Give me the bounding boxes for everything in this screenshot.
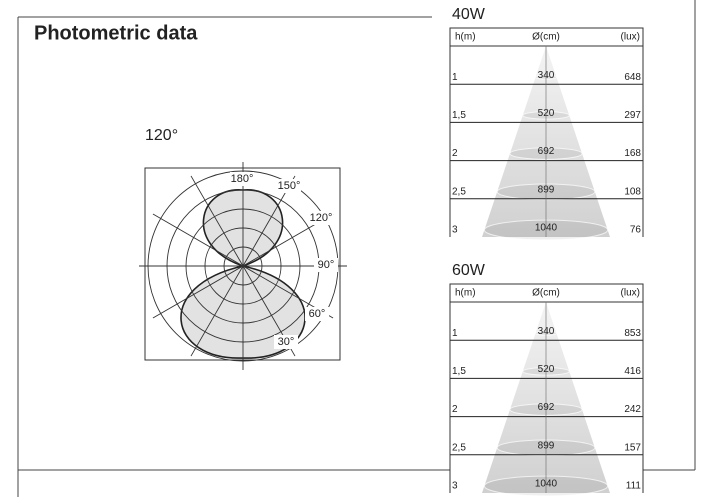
angle-label: 60° bbox=[309, 308, 326, 320]
title: Photometric data bbox=[34, 22, 198, 44]
angle-label: 120° bbox=[310, 212, 333, 224]
angle-label: 180° bbox=[231, 173, 254, 185]
lux: 853 bbox=[624, 328, 641, 339]
table-title: 60W bbox=[452, 262, 486, 279]
lux: 648 bbox=[624, 72, 641, 83]
height: 3 bbox=[452, 481, 458, 492]
lux: 242 bbox=[624, 404, 641, 415]
lux: 297 bbox=[624, 110, 641, 121]
height: 2,5 bbox=[452, 186, 466, 197]
height: 2,5 bbox=[452, 442, 466, 453]
lux: 168 bbox=[624, 148, 641, 159]
height: 2 bbox=[452, 148, 458, 159]
height: 1,5 bbox=[452, 110, 466, 121]
angle-label: 90° bbox=[318, 259, 335, 271]
table-title: 40W bbox=[452, 6, 486, 23]
height: 3 bbox=[452, 225, 458, 236]
height: 1 bbox=[452, 328, 458, 339]
height: 1,5 bbox=[452, 366, 466, 377]
angle-label: 150° bbox=[278, 180, 301, 192]
height: 2 bbox=[452, 404, 458, 415]
polar-diagram: 180° 150° 120° 90° 60° 30° bbox=[139, 162, 347, 370]
lux: 108 bbox=[624, 186, 641, 197]
column-header: (lux) bbox=[621, 32, 640, 43]
column-header: Ø(cm) bbox=[532, 32, 560, 43]
beam-angle: 120° bbox=[145, 127, 178, 144]
frame bbox=[18, 0, 695, 497]
lux: 76 bbox=[630, 225, 642, 236]
column-header: h(m) bbox=[455, 32, 476, 43]
lux: 157 bbox=[624, 442, 641, 453]
page: Photometric data 120° 180° 150° 120° 90° 60°… bbox=[0, 0, 726, 497]
angle-label: 30° bbox=[278, 336, 295, 348]
column-header: Ø(cm) bbox=[532, 288, 560, 299]
lux: 416 bbox=[624, 366, 641, 377]
lux: 111 bbox=[626, 481, 642, 492]
column-header: h(m) bbox=[455, 288, 476, 299]
height: 1 bbox=[452, 72, 458, 83]
column-header: (lux) bbox=[621, 288, 640, 299]
